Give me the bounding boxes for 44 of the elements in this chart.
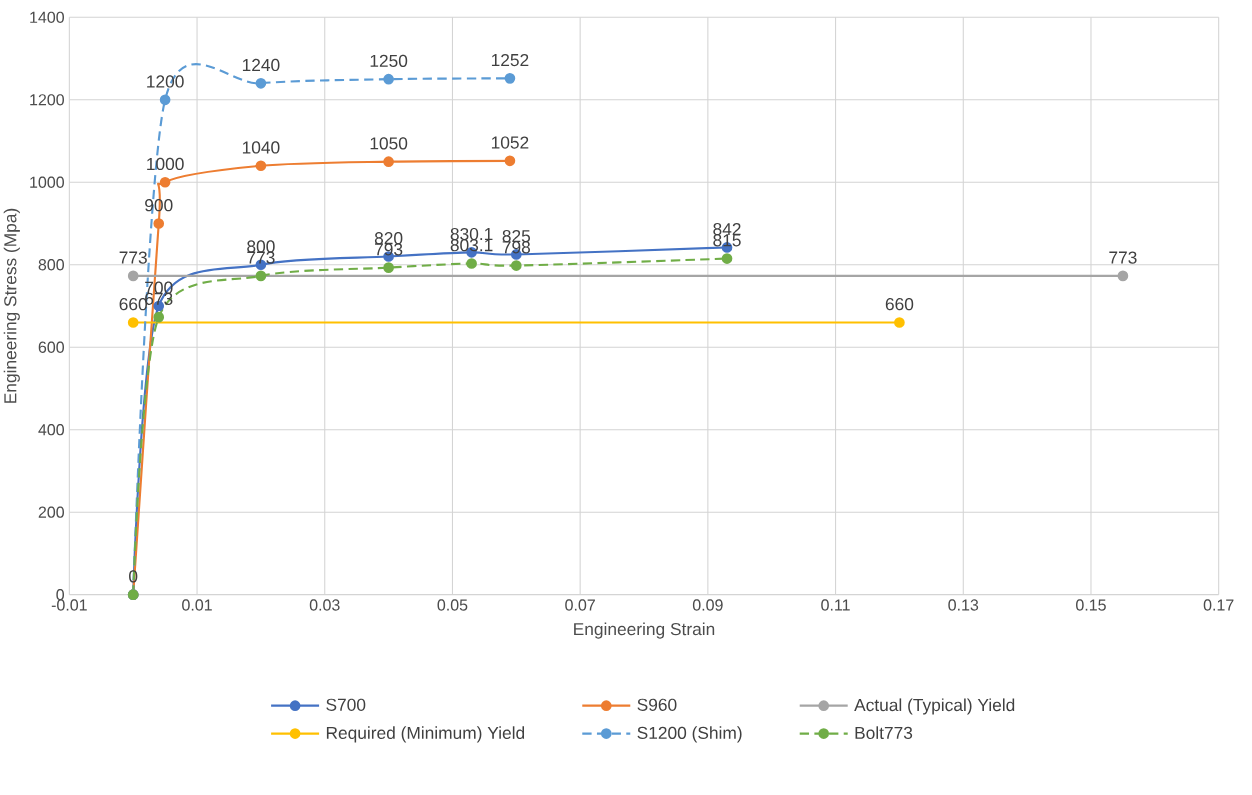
y-tick-label: 1000 (30, 176, 64, 189)
x-tick-label: 0.03 (309, 599, 340, 611)
data-label: 1050 (370, 137, 408, 150)
legend-label: S700 (326, 698, 366, 712)
x-tick-label: 0.17 (1203, 599, 1234, 611)
legend-label: Actual (Typical) Yield (854, 698, 1015, 715)
x-tick-label: 0.11 (821, 599, 850, 611)
data-label: 660 (885, 298, 914, 311)
data-label: 773 (1109, 251, 1137, 264)
y-tick-label: 800 (38, 259, 65, 271)
data-label: 820 (374, 232, 403, 245)
data-label: 803.1 (450, 239, 493, 252)
x-tick-label: 0.09 (692, 599, 723, 611)
x-tick-label: -0.01 (51, 599, 87, 611)
data-label: 1052 (491, 136, 529, 149)
data-label: 842 (713, 223, 741, 236)
data-label: 1252 (491, 54, 529, 67)
legend-label: S1200 (Shim) (637, 726, 742, 743)
data-label: 1240 (242, 59, 280, 72)
x-axis-title: Engineering Strain (574, 622, 715, 639)
y-tick-label: 400 (38, 424, 65, 436)
data-label: 1250 (370, 54, 408, 68)
data-label: 1040 (242, 141, 280, 154)
y-tick-label: 1200 (30, 94, 64, 106)
legend-label: Bolt773 (855, 726, 913, 740)
x-tick-label: 0.07 (565, 599, 595, 611)
x-tick-label: 0.15 (1076, 599, 1106, 611)
y-tick-label: 1400 (30, 11, 64, 24)
data-label: 825 (502, 230, 531, 243)
data-label: 773 (119, 251, 147, 264)
x-tick-label: 0.13 (948, 599, 979, 611)
data-label: 773 (247, 251, 275, 264)
x-tick-label: 0.01 (182, 599, 212, 611)
y-tick-label: 0 (56, 589, 65, 601)
legend-label: S960 (637, 698, 677, 712)
data-label: 830.1 (450, 228, 493, 241)
y-axis-title: Engineering Stress (Mpa) (3, 209, 20, 404)
y-tick-label: 200 (38, 506, 65, 519)
data-label: 800 (247, 240, 275, 253)
y-tick-label: 600 (38, 341, 65, 354)
data-label: 1200 (147, 75, 184, 88)
legend-label: Required (Minimum) Yield (326, 726, 525, 743)
data-label: 660 (119, 298, 147, 311)
x-tick-label: 0.05 (437, 599, 468, 611)
